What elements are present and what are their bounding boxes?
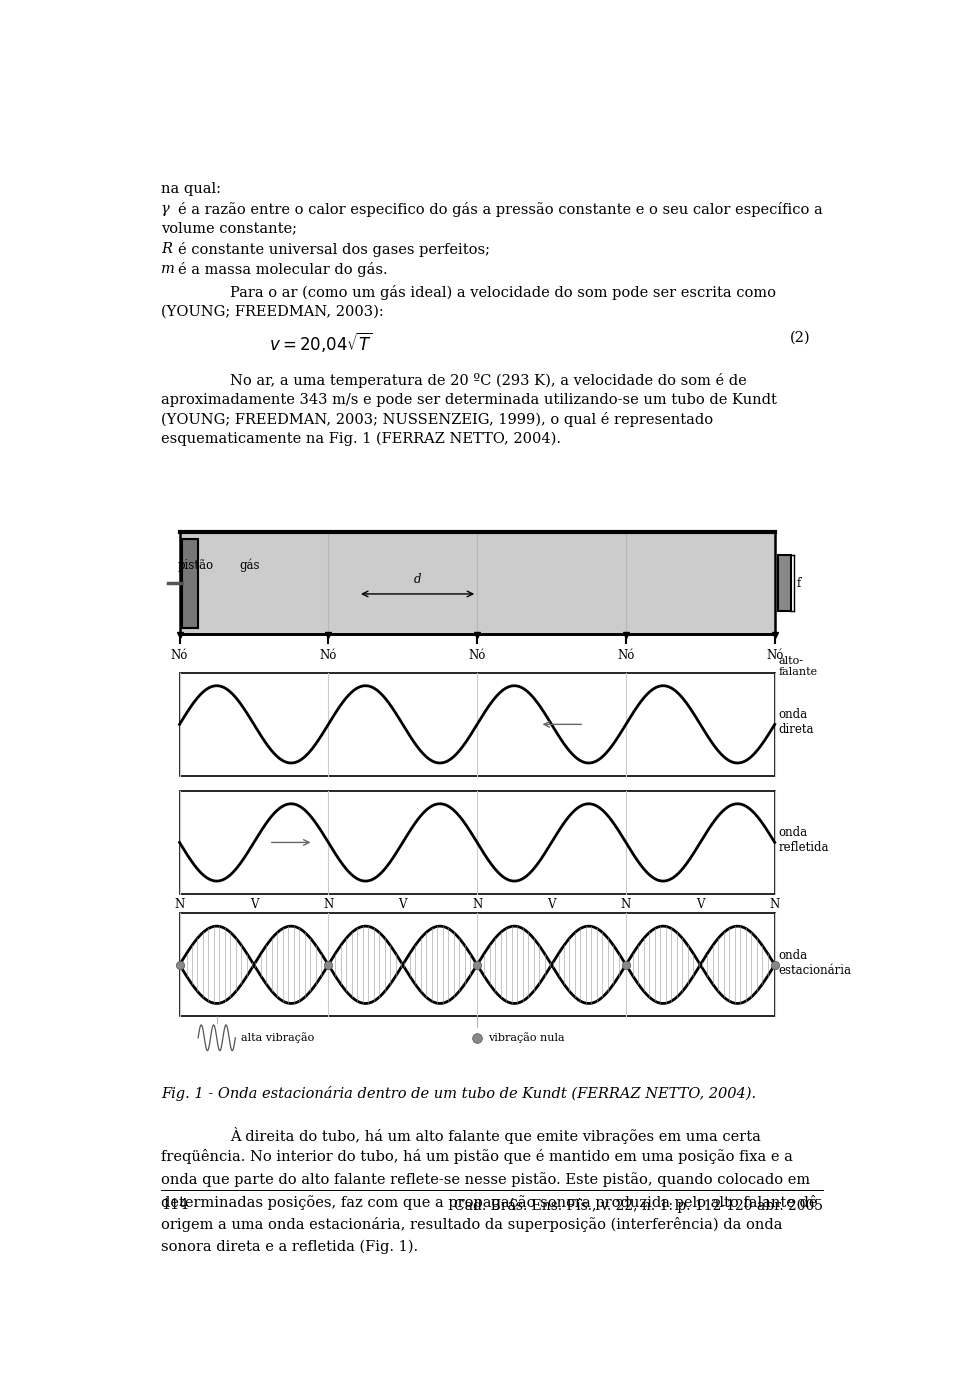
Text: alta vibração: alta vibração [241, 1033, 315, 1043]
Text: esquematicamente na Fig. 1 (FERRAZ NETTO, 2004).: esquematicamente na Fig. 1 (FERRAZ NETTO… [161, 431, 561, 446]
Text: Fig. 1 - Onda estacionária dentro de um tubo de Kundt (FERRAZ NETTO, 2004).: Fig. 1 - Onda estacionária dentro de um … [161, 1086, 756, 1101]
Text: freqüência. No interior do tubo, há um pistão que é mantido em uma posição fixa : freqüência. No interior do tubo, há um p… [161, 1150, 793, 1164]
Text: Nó: Nó [766, 650, 783, 662]
Text: onda
estacionária: onda estacionária [779, 949, 852, 977]
Text: onda
refletida: onda refletida [779, 827, 828, 855]
Text: Nó: Nó [320, 650, 337, 662]
Text: origem a uma onda estacionária, resultado da superposição (interferência) da ond: origem a uma onda estacionária, resultad… [161, 1217, 782, 1232]
Text: onda
direta: onda direta [779, 708, 814, 736]
Text: Para o ar (como um gás ideal) a velocidade do som pode ser escrita como: Para o ar (como um gás ideal) a velocida… [230, 286, 776, 300]
Bar [180, 790, 775, 894]
Text: é constante universal dos gases perfeitos;: é constante universal dos gases perfeito… [178, 243, 490, 258]
Text: pistão: pistão [178, 559, 214, 573]
Text: vibração nula: vibração nula [489, 1033, 564, 1043]
Text: determinadas posições, faz com que a propagação sonora produzida pelo alto falan: determinadas posições, faz com que a pro… [161, 1195, 817, 1210]
Text: é a massa molecular do gás.: é a massa molecular do gás. [178, 262, 388, 277]
Bar [180, 533, 775, 634]
Text: na qual:: na qual: [161, 183, 221, 197]
Text: volume constante;: volume constante; [161, 220, 297, 236]
Text: $v = 20{,}04\sqrt{T}$: $v = 20{,}04\sqrt{T}$ [269, 330, 372, 354]
Text: N: N [621, 898, 631, 912]
Text: alto-
falante: alto- falante [779, 655, 818, 677]
Text: N: N [472, 898, 482, 912]
Text: N: N [175, 898, 184, 912]
Text: R: R [161, 243, 172, 256]
Text: V: V [547, 898, 556, 912]
Text: À direita do tubo, há um alto falante que emite vibrações em uma certa: À direita do tubo, há um alto falante qu… [230, 1126, 761, 1144]
Text: N: N [770, 898, 780, 912]
Text: Nó: Nó [468, 650, 486, 662]
Text: No ar, a uma temperatura de 20 ºC (293 K), a velocidade do som é de: No ar, a uma temperatura de 20 ºC (293 K… [230, 374, 747, 389]
Text: 114: 114 [161, 1197, 188, 1211]
Text: d: d [414, 573, 421, 587]
Bar [778, 555, 791, 611]
Text: Nó: Nó [617, 650, 635, 662]
Text: sonora direta e a refletida (Fig. 1).: sonora direta e a refletida (Fig. 1). [161, 1239, 418, 1255]
Text: Cad. Brás. Ens. Fís., v. 22, n. 1: p. 112-120 abr. 2005: Cad. Brás. Ens. Fís., v. 22, n. 1: p. 11… [454, 1197, 823, 1213]
Bar [181, 538, 198, 627]
Text: γ: γ [161, 202, 170, 216]
Text: m: m [161, 262, 175, 276]
Text: (YOUNG; FREEDMAN, 2003):: (YOUNG; FREEDMAN, 2003): [161, 305, 384, 319]
Text: é a razão entre o calor especifico do gás a pressão constante e o seu calor espe: é a razão entre o calor especifico do gá… [178, 202, 823, 216]
Text: V: V [398, 898, 407, 912]
Text: N: N [324, 898, 333, 912]
Text: V: V [250, 898, 258, 912]
Bar [180, 673, 775, 776]
Text: aproximadamente 343 m/s e pode ser determinada utilizando-se um tubo de Kundt: aproximadamente 343 m/s e pode ser deter… [161, 393, 777, 407]
Text: (YOUNG; FREEDMAN, 2003; NUSSENZEIG, 1999), o qual é representado: (YOUNG; FREEDMAN, 2003; NUSSENZEIG, 1999… [161, 413, 713, 427]
Text: Nó: Nó [171, 650, 188, 662]
Text: onda que parte do alto falante reflete-se nesse pistão. Este pistão, quando colo: onda que parte do alto falante reflete-s… [161, 1172, 810, 1186]
Bar [180, 913, 775, 1016]
Text: V: V [696, 898, 705, 912]
Text: f: f [797, 577, 802, 590]
Text: (2): (2) [789, 330, 810, 344]
Text: gás: gás [239, 559, 259, 573]
